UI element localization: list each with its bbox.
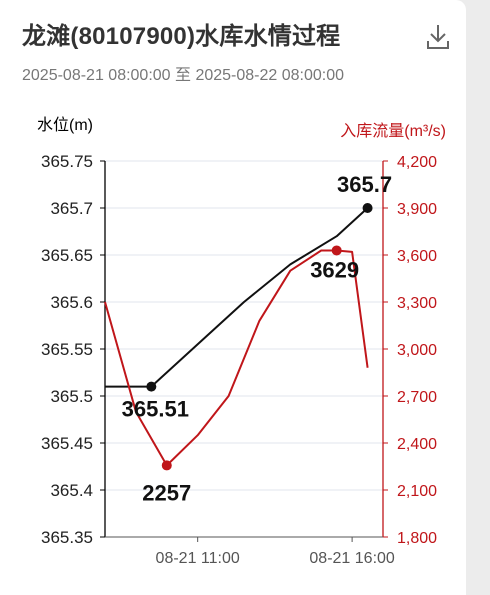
left-tick-label: 365.75 [41, 152, 93, 171]
right-tick-label: 4,200 [397, 154, 437, 171]
page-title: 龙滩(80107900)水库水情过程 [22, 23, 341, 50]
water-level-line [105, 207, 369, 388]
download-icon[interactable] [424, 22, 452, 52]
series-markers: 365.51 365.7 2257 3629 [122, 172, 392, 505]
left-tick-label: 365.65 [41, 246, 93, 265]
data-point-marker [146, 381, 157, 392]
left-tick-label: 365.5 [50, 387, 93, 406]
right-tick-label: 3,900 [397, 201, 437, 218]
right-tick-label: 1,800 [397, 530, 437, 547]
chart-card: 龙滩(80107900)水库水情过程 2025-08-21 08:00:00 至… [0, 0, 466, 595]
right-axis: 4,200 3,900 3,600 3,300 3,000 2,700 2,400 2,100… [382, 154, 437, 547]
right-tick-label: 3,600 [397, 248, 437, 265]
left-tick-label: 365.45 [41, 434, 93, 453]
left-tick-label: 365.35 [41, 528, 93, 547]
data-label: 2257 [142, 480, 191, 505]
series-lines [104, 207, 369, 467]
inflow-line [104, 249, 369, 467]
right-tick-label: 2,100 [397, 483, 437, 500]
left-tick-label: 365.55 [41, 340, 93, 359]
data-label: 365.7 [337, 172, 392, 197]
left-axis-title: 水位(m) [37, 116, 93, 134]
data-point-marker [331, 245, 342, 256]
right-axis-title: 入库流量(m³/s) [340, 122, 446, 140]
left-axis: 365.75 365.7 365.65 365.6 365.55 365.5 365.45 3… [41, 152, 106, 547]
data-label: 3629 [310, 257, 359, 282]
x-axis: 08-21 11:00 08-21 16:00 [105, 536, 395, 567]
data-point-marker [161, 460, 172, 471]
data-point-marker [362, 203, 373, 213]
right-tick-label: 2,400 [397, 436, 437, 453]
x-tick-label: 08-21 11:00 [156, 550, 240, 567]
right-tick-label: 2,700 [397, 389, 437, 406]
data-label: 365.51 [122, 397, 189, 422]
time-range: 2025-08-21 08:00:00 至 2025-08-22 08:00:0… [22, 67, 345, 84]
x-tick-label: 08-21 16:00 [309, 550, 395, 567]
left-tick-label: 365.6 [50, 293, 93, 312]
left-tick-label: 365.7 [50, 199, 93, 218]
right-tick-label: 3,300 [397, 295, 437, 312]
right-tick-label: 3,000 [397, 342, 437, 359]
left-tick-label: 365.4 [50, 481, 93, 500]
